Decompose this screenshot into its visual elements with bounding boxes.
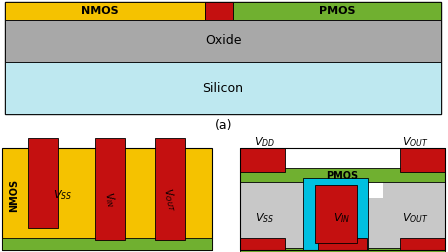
Text: PMOS: PMOS [326, 171, 358, 181]
Bar [400, 238, 445, 250]
Text: NMOS: NMOS [81, 6, 119, 16]
Bar [303, 198, 318, 250]
Bar [2, 148, 212, 250]
Text: Oxide: Oxide [205, 35, 241, 47]
Bar [240, 198, 303, 250]
Bar [5, 2, 441, 114]
Bar [28, 138, 58, 228]
Bar [95, 138, 125, 240]
Text: $V_{SS}$: $V_{SS}$ [53, 188, 73, 202]
Bar [383, 178, 445, 198]
Bar [240, 148, 445, 250]
Bar [2, 238, 212, 250]
Bar [240, 178, 303, 198]
Bar [5, 20, 441, 62]
Text: (a): (a) [215, 118, 233, 132]
Bar [368, 198, 383, 250]
Bar [240, 168, 445, 182]
Bar [400, 148, 445, 172]
Text: $V_{SS}$: $V_{SS}$ [255, 211, 275, 225]
Bar [318, 238, 367, 250]
Bar [205, 2, 233, 20]
Bar [383, 198, 445, 250]
Text: $V_{IN}$: $V_{IN}$ [333, 211, 351, 225]
Text: $V_{OUT}$: $V_{OUT}$ [402, 135, 428, 149]
Text: $V_{OUT}$: $V_{OUT}$ [160, 187, 180, 213]
Bar [303, 178, 368, 250]
Bar [240, 238, 285, 250]
Bar [240, 248, 445, 252]
Bar [315, 185, 357, 243]
Bar [240, 148, 285, 172]
Text: PMOS: PMOS [319, 6, 355, 16]
Bar [233, 2, 441, 20]
Text: NMOS: NMOS [9, 178, 19, 212]
Bar [5, 2, 205, 20]
Text: $V_{IN}$: $V_{IN}$ [101, 191, 119, 209]
Text: $V_{DD}$: $V_{DD}$ [254, 135, 276, 149]
Bar [5, 62, 441, 114]
Text: Silicon: Silicon [202, 81, 244, 94]
Bar [155, 138, 185, 240]
Text: $V_{OUT}$: $V_{OUT}$ [402, 211, 428, 225]
